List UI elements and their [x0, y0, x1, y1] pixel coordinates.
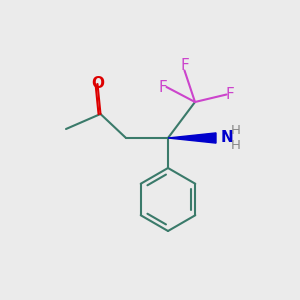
Text: F: F: [180, 58, 189, 74]
Text: H: H: [231, 139, 240, 152]
Text: N: N: [220, 130, 233, 146]
Text: F: F: [158, 80, 167, 94]
Text: O: O: [91, 76, 104, 92]
Text: F: F: [225, 87, 234, 102]
Text: H: H: [231, 124, 240, 137]
Polygon shape: [168, 133, 216, 143]
